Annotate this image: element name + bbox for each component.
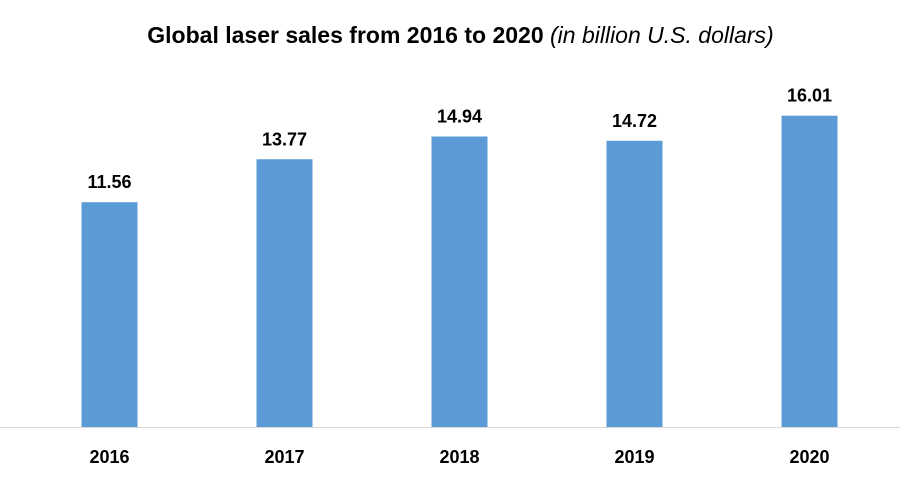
chart-subtitle: (in billion U.S. dollars) [550, 22, 774, 48]
data-label-2016: 11.56 [87, 172, 131, 192]
data-label-2019: 14.72 [612, 111, 657, 131]
chart-title-main: Global laser sales from 2016 to 2020 [147, 22, 544, 48]
chart-title: Global laser sales from 2016 to 2020 (in… [0, 22, 921, 49]
data-label-2020: 16.01 [787, 86, 832, 106]
bar-2020 [781, 115, 838, 427]
x-tick-label-2017: 2017 [264, 447, 304, 467]
bar-2016 [81, 202, 138, 427]
bar-2019 [606, 140, 663, 427]
x-tick-label-2019: 2019 [614, 447, 654, 467]
x-tick-label-2018: 2018 [439, 447, 479, 467]
x-tick-label-2016: 2016 [89, 447, 129, 467]
bar-2017 [256, 159, 313, 427]
data-label-2017: 13.77 [262, 129, 307, 149]
bar-2018 [431, 136, 488, 427]
x-tick-label-2020: 2020 [789, 447, 829, 467]
data-label-2018: 14.94 [437, 107, 482, 127]
